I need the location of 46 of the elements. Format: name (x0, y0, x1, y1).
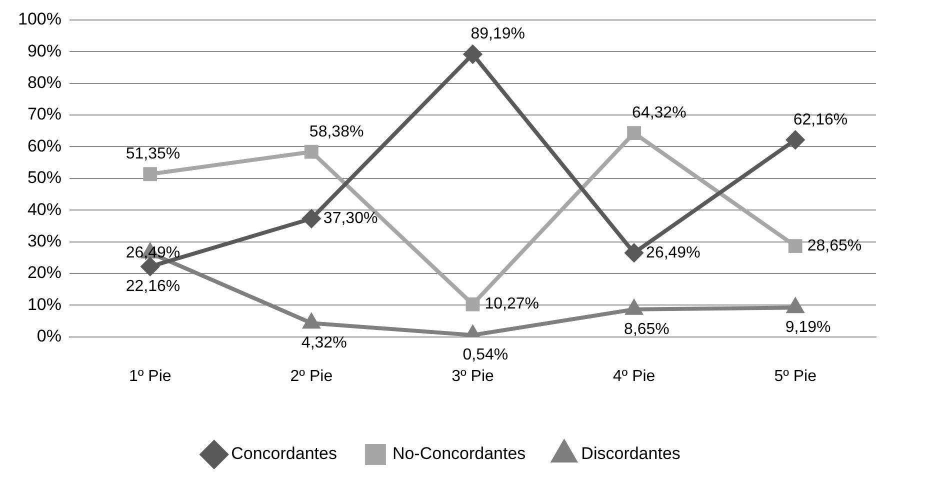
point (466, 297, 480, 312)
y-tick-label: 40% (27, 200, 62, 219)
legend-label: Discordantes (581, 444, 680, 464)
data-label: 58,38% (309, 123, 364, 140)
point (788, 239, 802, 253)
data-label: 0,54% (462, 346, 508, 364)
legend-label: No-Concordantes (392, 444, 526, 464)
y-tick-label: 90% (27, 41, 62, 60)
y-tick-label: 10% (27, 294, 62, 314)
point (625, 244, 644, 262)
data-label: 26,49% (646, 244, 700, 262)
data-label: 4,32% (301, 334, 347, 352)
legend-label: Concordantes (231, 444, 337, 464)
x-tick-label: 2º Pie (290, 368, 333, 385)
data-label: 28,65% (807, 237, 862, 254)
y-tick-label: 30% (27, 231, 62, 250)
point (143, 167, 158, 182)
x-tick-label: 4º Pie (612, 368, 656, 385)
y-tick-label: 100% (18, 10, 62, 29)
point (304, 144, 318, 159)
x-tick-label: 3º Pie (452, 368, 494, 385)
data-label: 89,19% (470, 26, 526, 43)
data-label: 8,65% (624, 320, 670, 338)
data-label: 37,30% (323, 210, 378, 228)
data-label: 62,16% (793, 111, 848, 128)
data-label: 26,49% (126, 244, 180, 262)
data-label: 51,35% (126, 146, 180, 163)
x-tick-label: 5º Pie (774, 368, 817, 385)
point (627, 126, 641, 140)
y-tick-label: 80% (27, 73, 62, 92)
y-tick-label: 50% (27, 168, 62, 188)
y-tick-label: 70% (27, 104, 62, 124)
point (787, 298, 804, 314)
y-tick-label: 60% (27, 136, 62, 156)
data-label: 9,19% (785, 319, 831, 336)
point (464, 45, 482, 64)
point (303, 314, 320, 329)
data-label: 22,16% (126, 278, 180, 296)
y-tick-label: 0% (36, 326, 62, 346)
data-label: 10,27% (484, 296, 540, 313)
y-tick-label: 20% (27, 263, 62, 282)
point (302, 210, 320, 228)
x-tick-label: 1º Pie (128, 368, 172, 385)
point (786, 130, 804, 149)
data-label: 64,32% (632, 104, 686, 122)
point (626, 300, 642, 315)
